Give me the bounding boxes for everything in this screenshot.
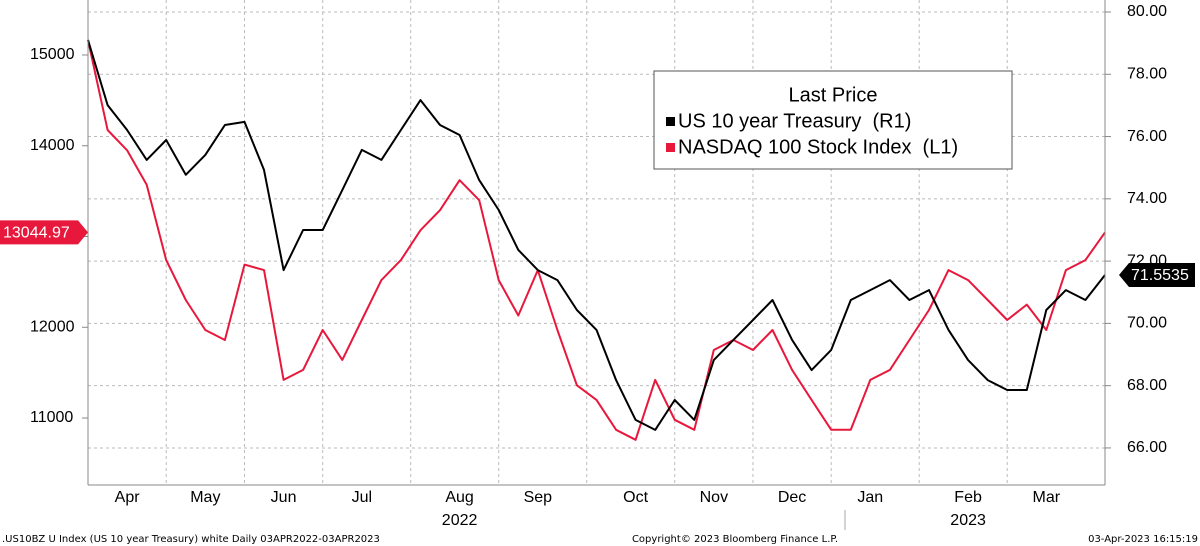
y-tick-label: 12000 — [30, 318, 75, 335]
x-tick-label: Jul — [352, 489, 372, 506]
series-line — [87, 39, 1106, 441]
y2-tick-label: 68.00 — [1127, 377, 1167, 394]
legend-swatch — [666, 143, 675, 152]
y-tick-label: 15000 — [30, 46, 75, 63]
x-tick-label: Feb — [954, 489, 982, 506]
legend-label: US 10 year Treasury (R1) — [678, 110, 911, 132]
x-tick-label: Mar — [1033, 489, 1061, 506]
last-value-box — [1119, 263, 1195, 288]
x-tick-label: Aug — [445, 489, 473, 506]
legend-label: NASDAQ 100 Stock Index (L1) — [678, 136, 958, 158]
year-label: 2022 — [442, 512, 478, 529]
x-tick-label: Nov — [700, 489, 728, 506]
legend-title: Last Price — [789, 84, 878, 106]
x-tick-label: Jan — [857, 489, 883, 506]
footer-center: Copyright© 2023 Bloomberg Finance L.P. — [632, 534, 838, 545]
y2-tick-label: 66.00 — [1127, 439, 1167, 456]
x-tick-label: Oct — [623, 489, 648, 506]
x-tick-label: Jun — [271, 489, 297, 506]
legend-box — [653, 70, 1013, 170]
legend-swatch — [666, 117, 675, 126]
y-tick-label: 11000 — [30, 409, 73, 426]
footer-left: .US10BZ U Index (US 10 year Treasury) wh… — [2, 534, 380, 545]
last-value-box — [0, 220, 88, 245]
series-line — [87, 39, 1106, 431]
x-tick-label: May — [190, 489, 220, 506]
last-value-label: 71.5535 — [1131, 267, 1189, 284]
x-tick-label: Dec — [778, 489, 806, 506]
y2-tick-label: 76.00 — [1127, 128, 1167, 145]
y2-tick-label: 74.00 — [1127, 190, 1167, 207]
footer-right: 03-Apr-2023 16:15:19 — [1088, 534, 1198, 545]
x-tick-label: Sep — [524, 489, 553, 506]
y2-tick-label: 78.00 — [1127, 65, 1167, 82]
y-tick-label: 14000 — [30, 137, 75, 154]
last-value-label: 13044.97 — [3, 225, 70, 242]
y2-tick-label: 80.00 — [1127, 3, 1167, 20]
y2-tick-label: 70.00 — [1127, 315, 1167, 332]
year-label: 2023 — [950, 512, 986, 529]
x-tick-label: Apr — [115, 489, 141, 506]
